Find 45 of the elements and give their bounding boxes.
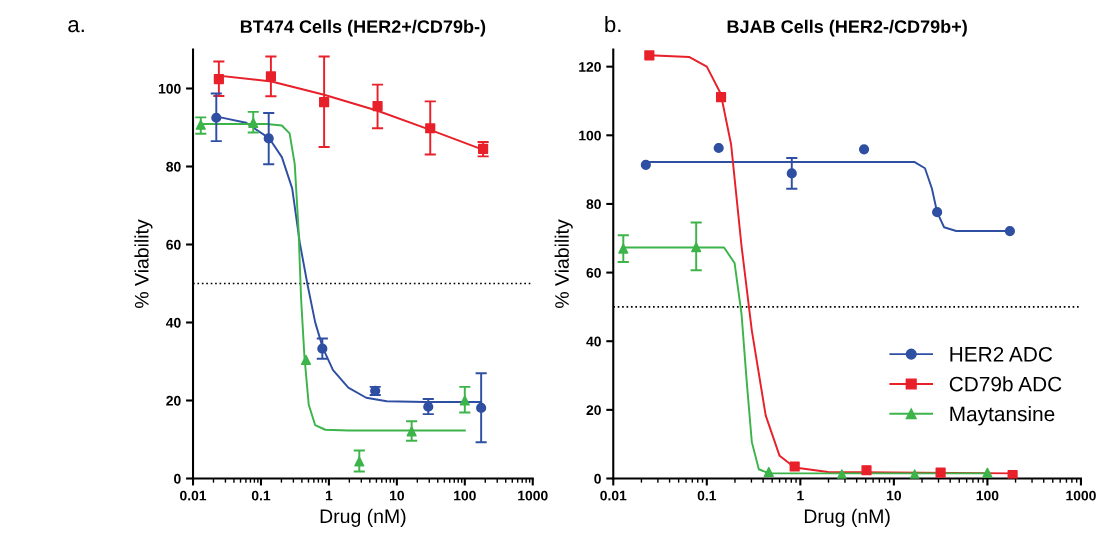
x-tick-label: 0.1 [697,490,717,501]
y-tick-label: 40 [165,317,181,328]
point [372,100,383,112]
chart-title: BJAB Cells (HER2-/CD79b+) [727,19,967,37]
x-tick-label: 100 [976,490,999,501]
point [263,133,274,144]
point [425,123,436,134]
point [319,97,330,108]
y-tick-label: 100 [579,130,601,141]
x-tick-label: 1 [325,490,333,501]
y-tick-label: 60 [586,267,601,278]
x-tick-label: 0.01 [180,490,207,501]
y-tick-label: 0 [594,473,601,484]
legend-label: HER2 ADC [950,346,1053,362]
x-axis-title: Drug (nM) [804,508,890,527]
chart-title: BT474 Cells (HER2+/CD79b-) [240,19,486,37]
legend-label: Maytansine [950,406,1055,426]
y-tick-label: 80 [586,199,601,210]
y-tick-label: 0 [174,473,181,484]
x-tick-label: 1000 [518,490,548,501]
x-tick-label: 10 [390,490,405,501]
y-tick-label: 20 [166,395,181,406]
y-tick-label: 80 [166,161,181,172]
x-tick-label: 1 [797,490,804,501]
x-tick-label: 1000 [1066,490,1096,501]
point [265,71,276,82]
text: b. [605,15,621,33]
y-tick-label: 40 [586,336,601,347]
y-tick-label: 60 [166,239,181,250]
y-tick-label: 100 [158,83,181,94]
x-tick-label: 100 [454,490,476,501]
text: a. [68,20,84,33]
point [213,74,224,85]
y-axis-title: % Viability [554,219,573,308]
y-tick-label: 20 [586,405,601,416]
y-tick-label: 120 [579,61,601,72]
x-tick-label: 10 [887,490,902,501]
x-axis-title: Drug (nM) [320,508,406,527]
x-tick-label: 0.1 [251,490,271,501]
legend-label: CD79b ADC [949,376,1062,392]
y-axis-title: % Viability [134,219,153,308]
x-tick-label: 0.01 [600,490,627,501]
point [211,112,222,123]
point [317,343,328,354]
point [476,402,487,413]
